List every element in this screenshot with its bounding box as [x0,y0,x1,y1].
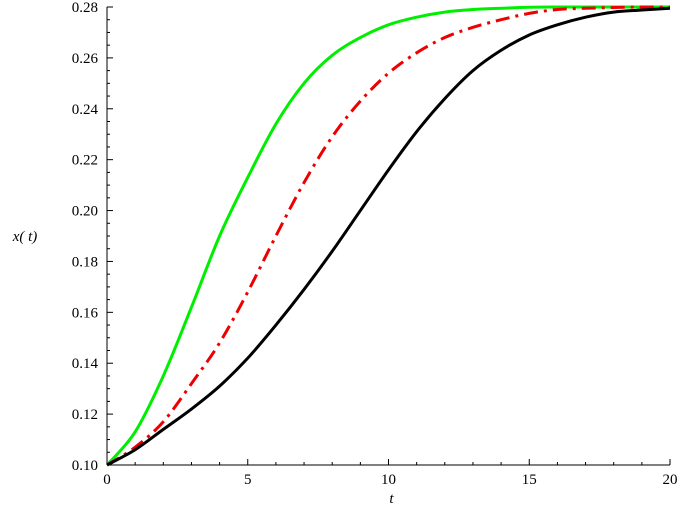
series-line-2 [106,5,671,467]
y-tick-label: 0.10 [72,458,98,474]
x-tick-label: 5 [244,472,252,488]
x-tick-label: 10 [381,472,396,488]
y-tick-label: 0.20 [72,204,98,220]
y-tick-label: 0.16 [72,305,99,321]
x-axis-label: t [389,491,394,507]
y-axis-label: x( t) [12,229,38,245]
series-line-3 [106,6,671,467]
y-tick-label: 0.22 [72,153,98,169]
y-tick-label: 0.28 [72,0,98,16]
y-tick-label: 0.12 [72,407,98,423]
x-tick-label: 20 [663,472,678,488]
y-tick-label: 0.14 [72,356,99,372]
series-group [105,5,671,467]
x-tick-label: 0 [103,472,111,488]
series-line-1 [105,5,670,466]
axes [106,7,670,466]
y-tick-label: 0.18 [72,254,98,270]
y-tick-label: 0.24 [72,102,99,118]
x-tick-label: 15 [522,472,537,488]
ticks: 0 5 10 15 20 0.10 0.12 0.14 0.16 0.18 0.20 0.22 0.24… [72,0,678,488]
y-tick-label: 0.26 [72,51,99,67]
